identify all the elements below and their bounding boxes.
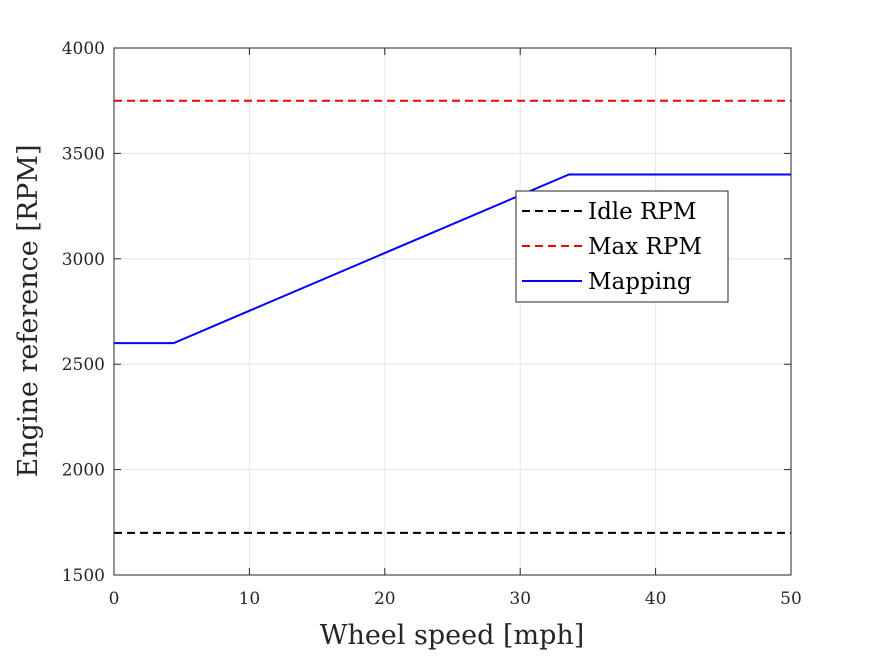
plot-frame bbox=[113, 47, 792, 576]
y-tick-label: 1500 bbox=[62, 566, 105, 586]
legend-label: Max RPM bbox=[588, 234, 702, 260]
y-tick-label: 2000 bbox=[62, 461, 105, 481]
x-tick-label: 10 bbox=[239, 589, 261, 609]
y-axis-title: Engine reference [RPM] bbox=[13, 145, 44, 478]
series-line-mapping bbox=[114, 173, 791, 345]
grid bbox=[113, 47, 792, 576]
y-tick-label: 4000 bbox=[62, 39, 105, 59]
y-tick-label: 3500 bbox=[62, 144, 105, 164]
x-tick-label: 40 bbox=[645, 589, 667, 609]
x-axis-title: Wheel speed [mph] bbox=[320, 620, 585, 651]
axes bbox=[113, 47, 792, 576]
x-tick-label: 50 bbox=[780, 589, 802, 609]
x-tick-label: 20 bbox=[374, 589, 396, 609]
x-tick-label: 0 bbox=[109, 589, 120, 609]
x-tick-label: 30 bbox=[509, 589, 531, 609]
plot-lines bbox=[114, 99, 791, 534]
legend-label: Idle RPM bbox=[588, 199, 696, 225]
tick-labels: 0 10 20 30 40 50 1500 2000 2500 3000 3500 4000 bbox=[62, 39, 802, 609]
y-tick-label: 3000 bbox=[62, 250, 105, 270]
y-tick-label: 2500 bbox=[62, 355, 105, 375]
legend-label: Mapping bbox=[588, 269, 692, 295]
legend: Idle RPM Max RPM Mapping bbox=[515, 190, 729, 303]
